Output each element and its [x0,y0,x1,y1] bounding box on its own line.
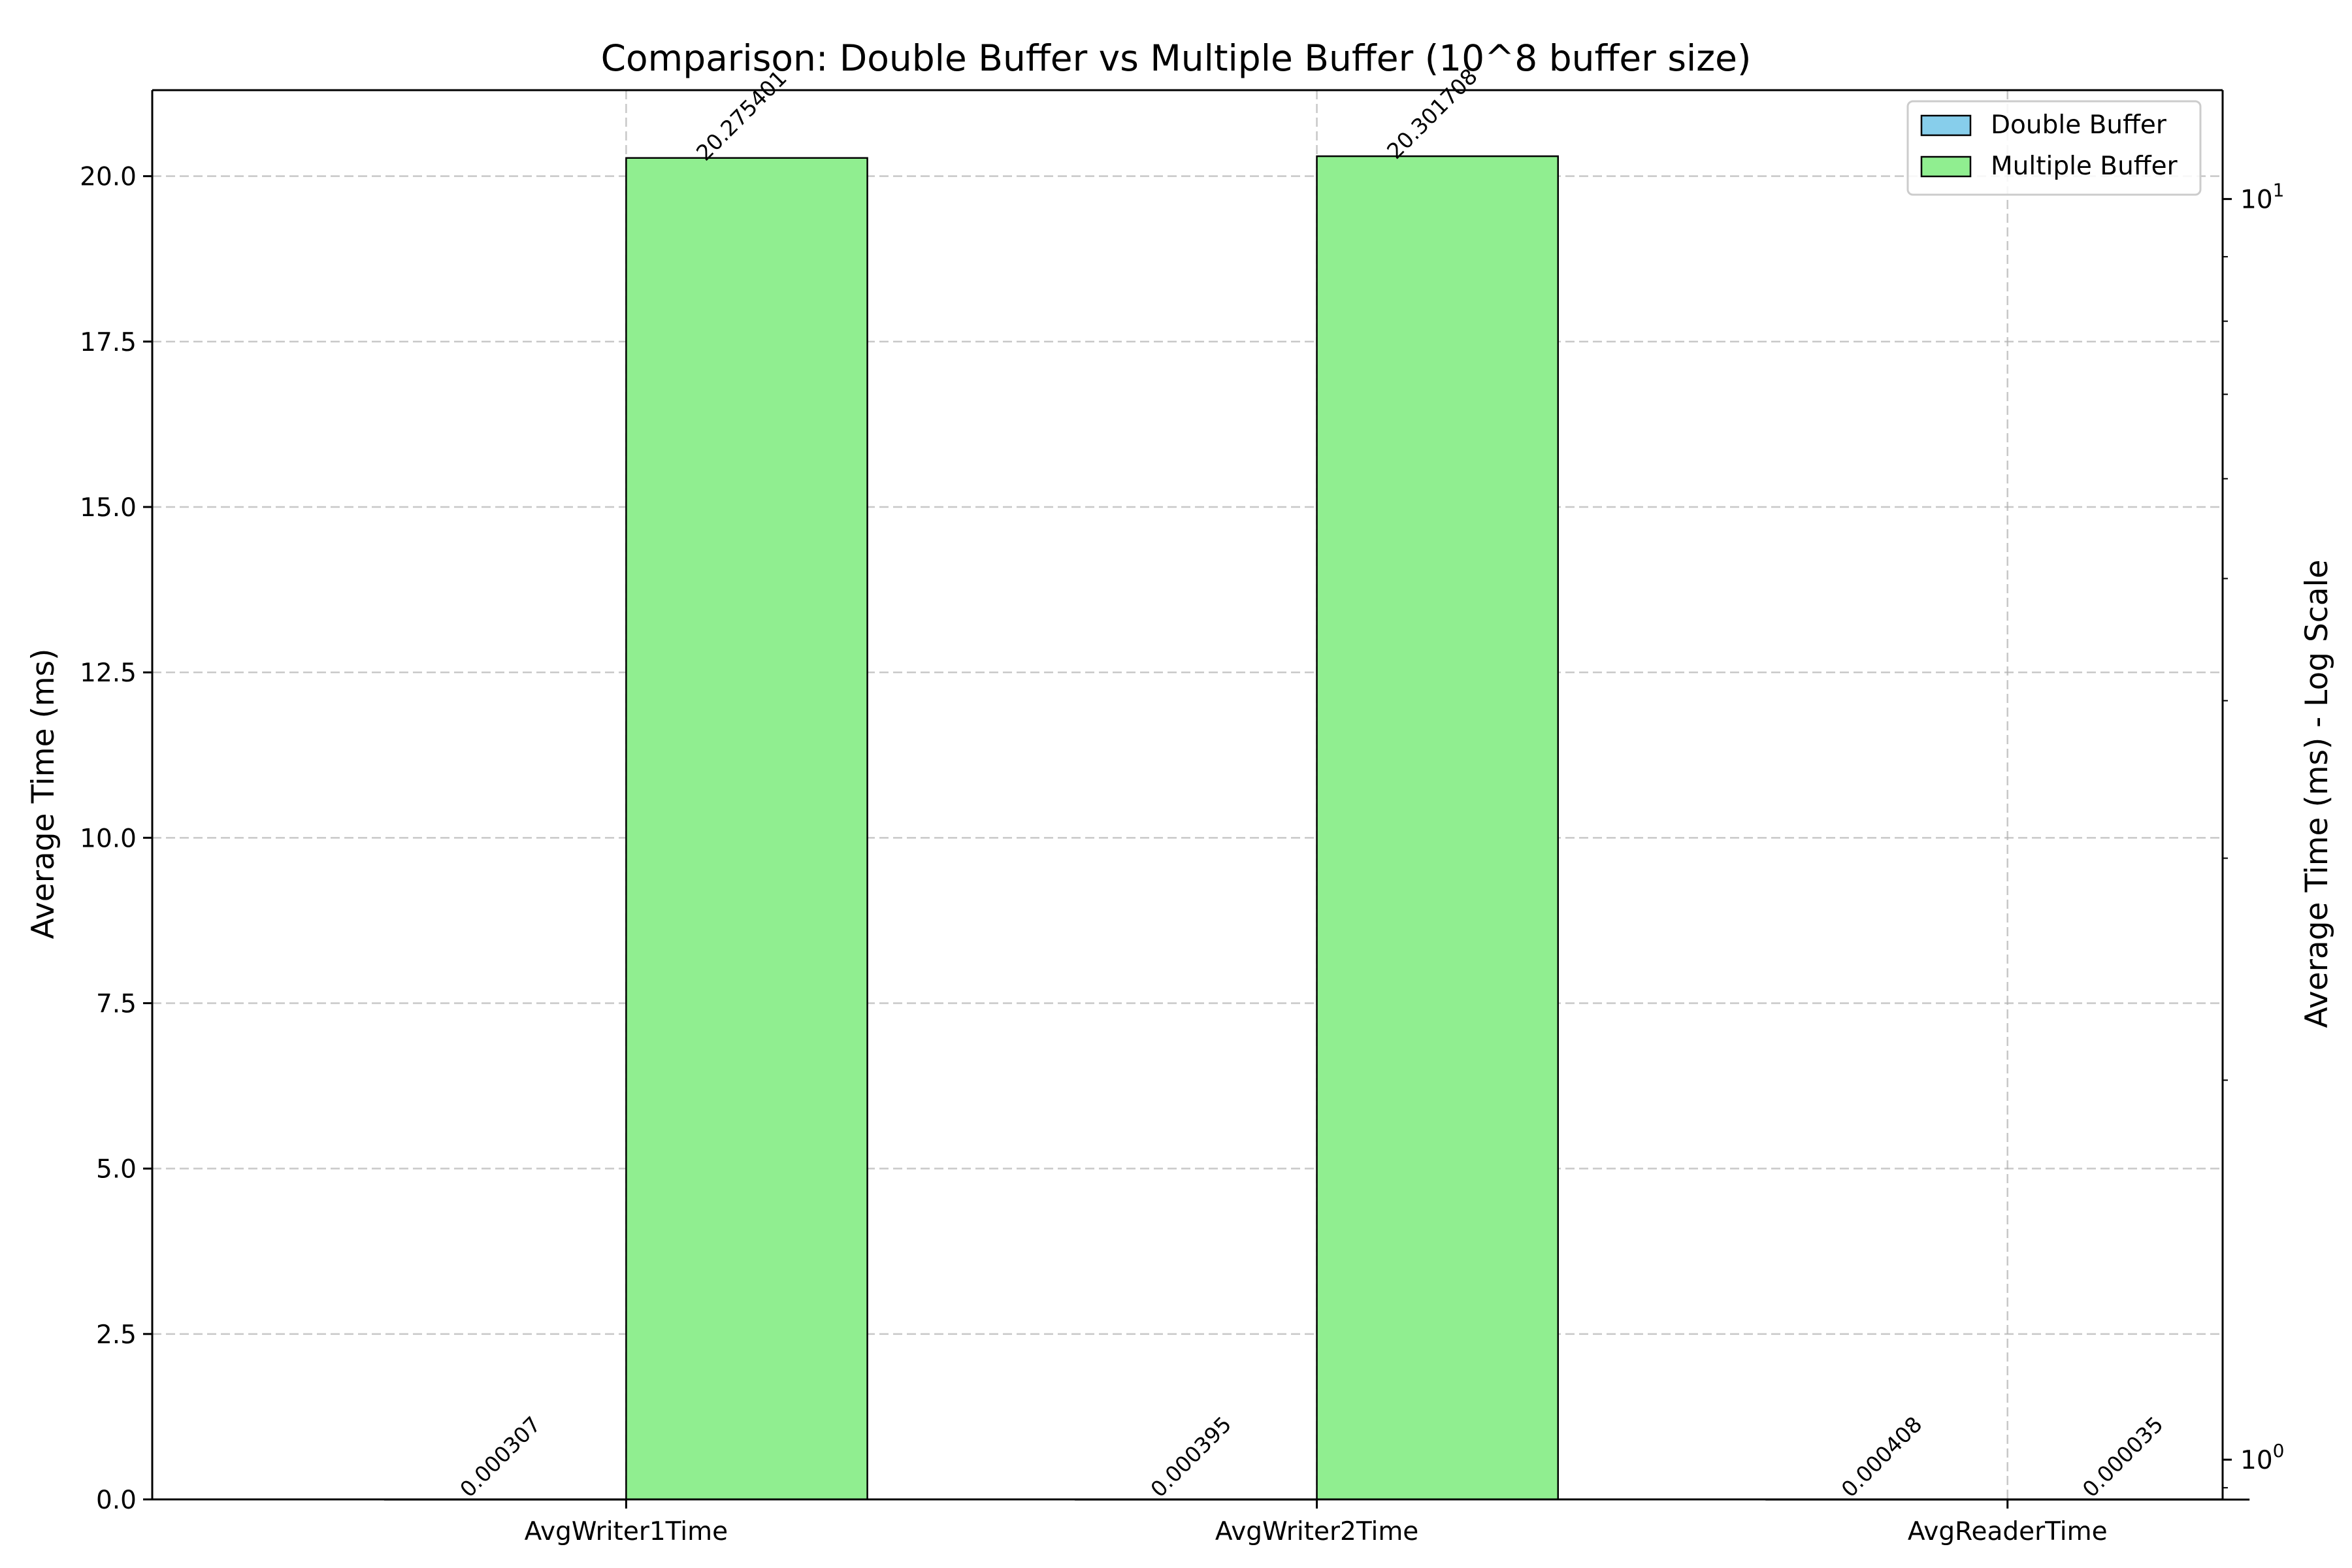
y-tick-label: 17.5 [80,328,137,357]
legend-box [1906,100,2202,196]
y-tick-label: 5.0 [96,1155,137,1184]
y-tick-label: 15.0 [80,493,137,523]
legend-label-multiple-buffer: Multiple Buffer [1991,152,2178,181]
bars [384,155,2250,1501]
y-tick-label: 20.0 [80,163,137,192]
y-tick-label: 7.5 [96,989,137,1019]
y-tick-label: 0.0 [96,1486,137,1515]
chart-title: Comparison: Double Buffer vs Multiple Bu… [601,37,1752,79]
bar-multiple-buffer [1316,155,1560,1501]
legend: Double Buffer Multiple Buffer [1906,100,2202,196]
legend-swatch-double-buffer [1920,114,1972,137]
axes: 0.0 2.5 5.0 7.5 10.0 12.5 15.0 17.5 20.0 AvgWrite… [80,89,2284,1546]
bar-multiple-buffer [625,157,868,1501]
y2-tick-label: 101 [2240,180,2284,215]
grid-lines [152,90,2223,1501]
y-tick-label: 10.0 [80,824,137,853]
x-tick-label: AvgReaderTime [1908,1517,2108,1546]
legend-label-double-buffer: Double Buffer [1991,110,2167,140]
y2-axis-label: Average Time (ms) - Log Scale [2299,559,2335,1028]
y-axis-label: Average Time (ms) [25,649,61,939]
x-tick-label: AvgWriter2Time [1215,1517,1419,1546]
y-tick-label: 12.5 [80,659,137,688]
legend-swatch-multiple-buffer [1920,155,1972,178]
y2-tick-label: 100 [2240,1440,2284,1475]
y-tick-label: 2.5 [96,1320,137,1350]
x-tick-label: AvgWriter1Time [525,1517,728,1546]
